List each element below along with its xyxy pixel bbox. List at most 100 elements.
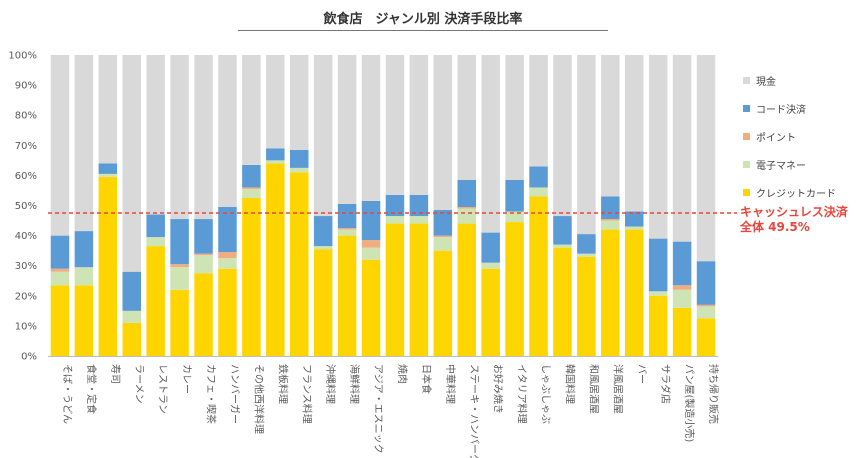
- cashless-annotation-line2: 全体 49.5%: [740, 220, 810, 234]
- bar-segment: [481, 55, 500, 233]
- x-tick-label: しゃぶしゃぶ: [540, 364, 552, 424]
- y-tick-label: 0%: [21, 352, 37, 363]
- bar-segment: [74, 231, 94, 268]
- x-tick-label: バー: [635, 364, 647, 384]
- bar-segment: [337, 55, 357, 204]
- bar-segment: [361, 240, 381, 248]
- bar-segment: [672, 289, 692, 308]
- bar-segment: [553, 216, 572, 245]
- bar-segment: [672, 285, 692, 290]
- bar-segment: [170, 55, 189, 220]
- bar-segment: [409, 223, 429, 356]
- x-tick-label: カレー: [181, 364, 193, 394]
- legend-label-cash: 現金: [756, 77, 776, 88]
- bar-segment: [601, 55, 620, 197]
- bar-segment: [648, 295, 668, 356]
- bar-segment: [218, 55, 237, 208]
- bar-segment: [170, 264, 189, 268]
- bar-segment: [385, 216, 405, 224]
- bar-segment: [194, 253, 213, 256]
- bar-segment: [529, 187, 548, 197]
- bar-segment: [170, 267, 189, 290]
- bar-segment: [696, 261, 716, 305]
- bar-segment: [290, 55, 309, 150]
- bar-segment: [553, 55, 572, 217]
- bar-segment: [146, 246, 165, 356]
- x-tick-label: サラダ店: [659, 364, 672, 404]
- bar-segment: [290, 172, 309, 356]
- bar-segment: [625, 229, 644, 356]
- x-tick-label: 持ち帰り販売: [707, 364, 720, 424]
- bar-segment: [529, 55, 548, 167]
- bar-segment: [266, 55, 285, 149]
- y-tick-label: 50%: [15, 201, 37, 212]
- x-tick-label: 和風居酒屋: [587, 364, 599, 414]
- bar-segment: [313, 216, 333, 247]
- y-tick-label: 80%: [15, 111, 37, 122]
- bar-segment: [672, 307, 692, 356]
- bar-segment: [505, 55, 524, 180]
- bar-segment: [98, 176, 118, 356]
- bar-segment: [74, 267, 94, 286]
- bar-segment: [50, 285, 70, 356]
- bar-segment: [409, 194, 429, 217]
- bar-segment: [337, 235, 357, 356]
- legend-label-emoney: 電子マネー: [756, 161, 806, 172]
- bar-segment: [601, 219, 620, 221]
- bar-segment: [170, 219, 189, 265]
- bar-segment: [409, 216, 429, 224]
- x-tick-label: そば・うどん: [61, 364, 73, 424]
- bar-segment: [577, 253, 596, 257]
- bar-segment: [385, 194, 405, 217]
- cashless-annotation: キャッシュレス決済 全体 49.5%: [740, 205, 848, 235]
- y-tick-label: 100%: [8, 51, 37, 62]
- x-tick-label: アジア・エスニック: [372, 364, 384, 454]
- bar-segment: [122, 322, 141, 356]
- bar-segment: [361, 259, 381, 356]
- x-tick-label: ステーキ・ハンバーグ: [468, 364, 481, 458]
- legend-swatch-emoney: [743, 161, 750, 168]
- bar-segment: [696, 318, 716, 356]
- x-tick-label: 寿司: [109, 364, 122, 384]
- bar-segment: [50, 55, 70, 236]
- bar-segment: [672, 55, 692, 242]
- bar-segment: [266, 163, 285, 356]
- x-tick-label: レストラン: [157, 364, 169, 414]
- bar-segment: [337, 228, 357, 230]
- x-tick-label: 焼肉: [396, 364, 409, 384]
- y-tick-label: 20%: [15, 291, 37, 302]
- bar-segment: [290, 167, 309, 173]
- bar-segment: [146, 214, 165, 238]
- bar-segment: [505, 179, 524, 212]
- x-tick-label: ラーメン: [133, 364, 145, 404]
- x-tick-label: カフェ・喫茶: [205, 364, 218, 424]
- bar-segment: [577, 55, 596, 235]
- legend-item-emoney: 電子マネー: [743, 157, 806, 172]
- chart-title: 飲食店 ジャンル別 決済手段比率: [323, 12, 523, 27]
- y-tick-label: 90%: [15, 81, 37, 92]
- bar-segment: [433, 237, 453, 251]
- bar-segment: [625, 226, 644, 230]
- bar-segment: [625, 55, 644, 212]
- y-tick-label: 60%: [15, 171, 37, 182]
- legend-item-credit: クレジットカード: [743, 185, 836, 200]
- bar-segment: [529, 196, 548, 356]
- x-tick-label: 海鮮料理: [348, 364, 361, 404]
- legend-swatch-credit: [743, 189, 750, 196]
- bar-segment: [242, 164, 261, 188]
- bar-segment: [457, 55, 476, 180]
- bar-segment: [457, 223, 476, 356]
- legend-item-code: コード決済: [743, 101, 806, 116]
- bar-segment: [266, 148, 285, 161]
- bar-segment: [266, 160, 285, 164]
- bar-segment: [194, 255, 213, 274]
- bar-segment: [337, 203, 357, 229]
- bar-segment: [122, 271, 141, 311]
- bar-segment: [98, 163, 118, 174]
- bar-segment: [242, 55, 261, 165]
- bar-segment: [625, 211, 644, 227]
- x-tick-label: 食堂・定食: [85, 364, 98, 414]
- bar-segment: [648, 238, 668, 292]
- bar-segment: [505, 222, 524, 356]
- bar-segment: [98, 173, 118, 177]
